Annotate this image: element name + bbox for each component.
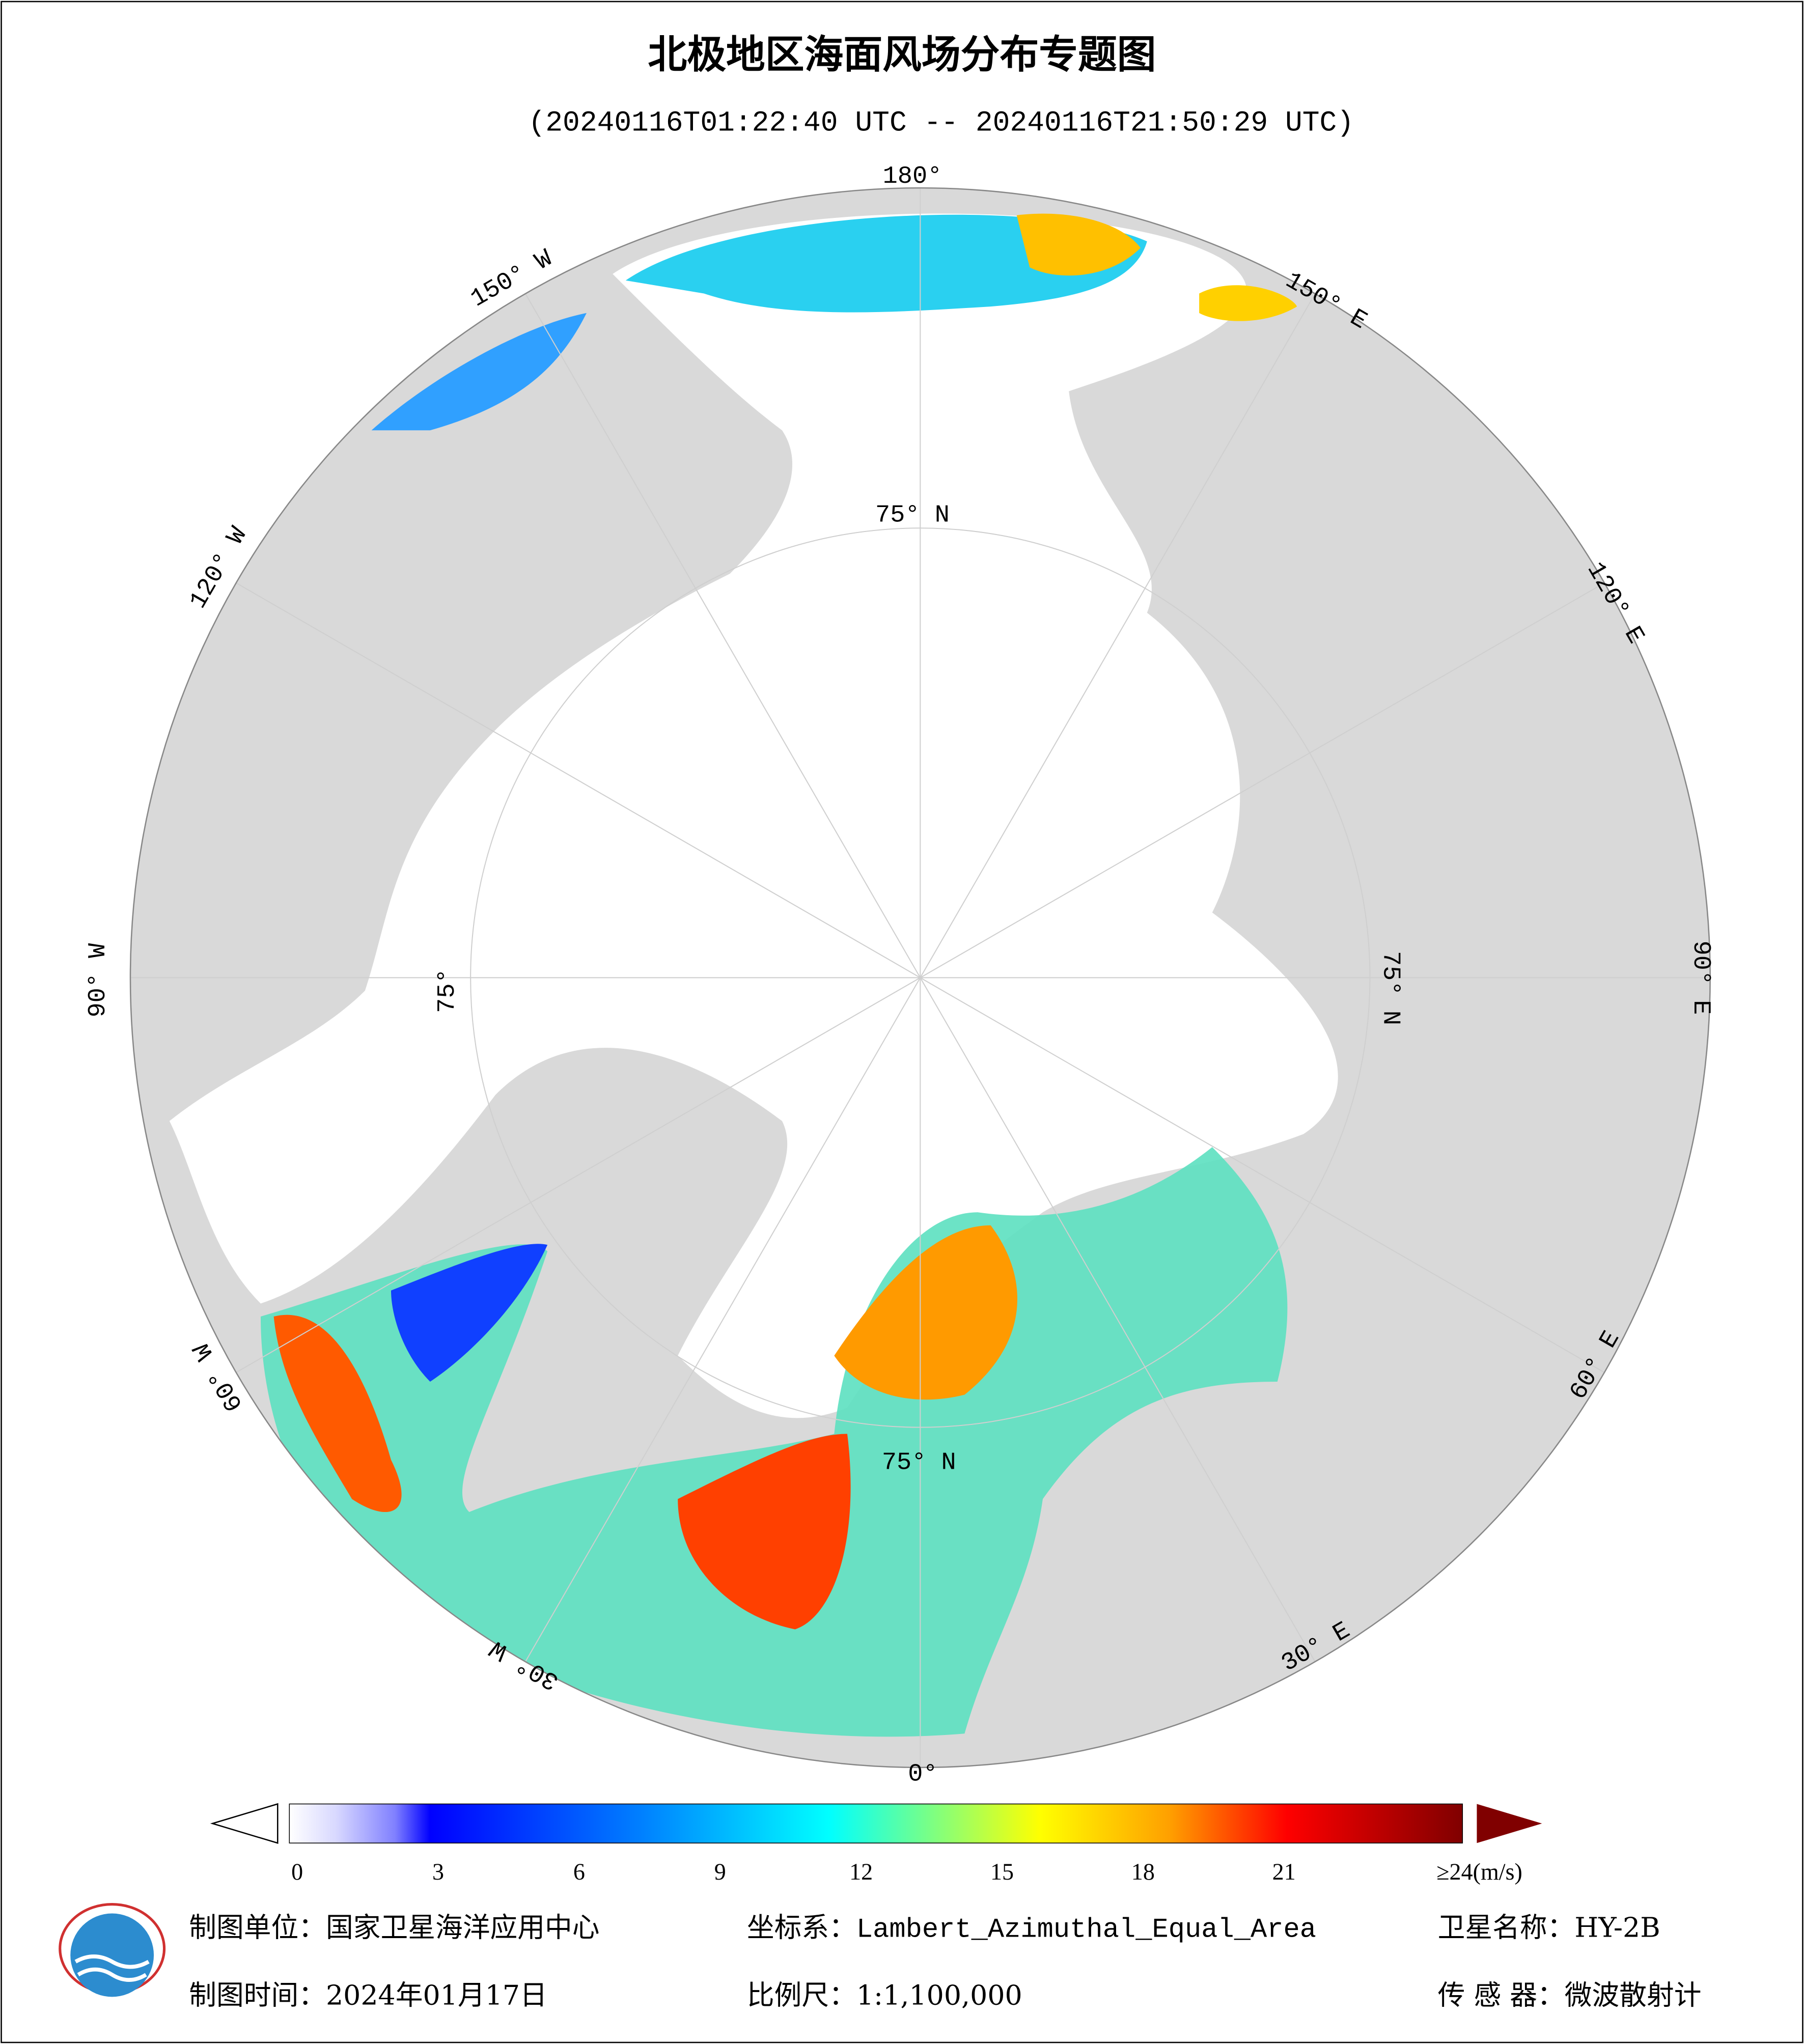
lat-label: 75° N [875,501,950,529]
colorbar-max-label: ≥24(m/s) [1436,1859,1522,1885]
graticule [130,188,1710,1768]
lat-label: 75° [433,968,461,1013]
wind-field-bering [371,313,587,431]
footer-sensor: 传 感 器：微波散射计 [1438,1979,1702,2011]
map [130,188,1710,1768]
colorbar-tick-label: 0 [291,1859,303,1885]
subtitle: (20240116T01:22:40 UTC -- 20240116T21:50… [528,106,1354,139]
map-border [129,187,1711,1769]
lat-label: 75° N [882,1449,956,1477]
title: 北极地区海面风场分布专题图 [648,32,1156,78]
latitude-labels: 75° N 75° N 75° 75° N [433,501,1405,1476]
wind-field-moderate [1016,213,1141,276]
logo [59,1903,166,1997]
wind-field-weak [391,1244,548,1382]
sea-ice [169,213,1338,1418]
wind-field-moderate [834,1225,1017,1400]
footer-date: 制图时间：2024年01月17日 [189,1979,547,2011]
colorbar-tick-label: 15 [990,1859,1014,1885]
colorbar-tick-label: 18 [1131,1859,1155,1885]
wind-field-strong [273,1314,402,1513]
wind-field-okhotsk [1199,285,1297,321]
colorbar-tick-label: 12 [849,1859,873,1885]
colorbar-scale [289,1803,1463,1844]
colorbar-tick-label: 21 [1272,1859,1296,1885]
colorbar-min-arrow [210,1803,279,1844]
lon-label: 90° E [1687,941,1715,1015]
lon-label: 0° [908,1760,937,1788]
colorbar-tick-label: 6 [573,1859,585,1885]
colorbar-tick-label: 3 [432,1859,444,1885]
colorbar-tick-label: 9 [714,1859,726,1885]
lat-label: 75° N [1377,951,1405,1025]
footer: 制图单位：国家卫星海洋应用中心 坐标系：Lambert_Azimuthal_Eq… [189,1912,1701,2011]
footer-coordinate-system: 坐标系：Lambert_Azimuthal_Equal_Area [747,1914,1316,1946]
lon-label: 90° W [84,943,112,1018]
footer-scale: 比例尺：1:1,100,000 [747,1979,1022,2011]
lon-label: 180° [883,162,942,190]
wind-field-pacific [625,214,1147,313]
colorbar-max-arrow [1477,1804,1542,1843]
footer-satellite: 卫星名称：HY-2B [1438,1912,1660,1944]
wind-field-strong [678,1434,851,1630]
colorbar: ≥24(m/s) 0 3 6 9 12 15 18 21 [210,1803,1542,1885]
footer-unit: 制图单位：国家卫星海洋应用中心 [189,1912,599,1944]
